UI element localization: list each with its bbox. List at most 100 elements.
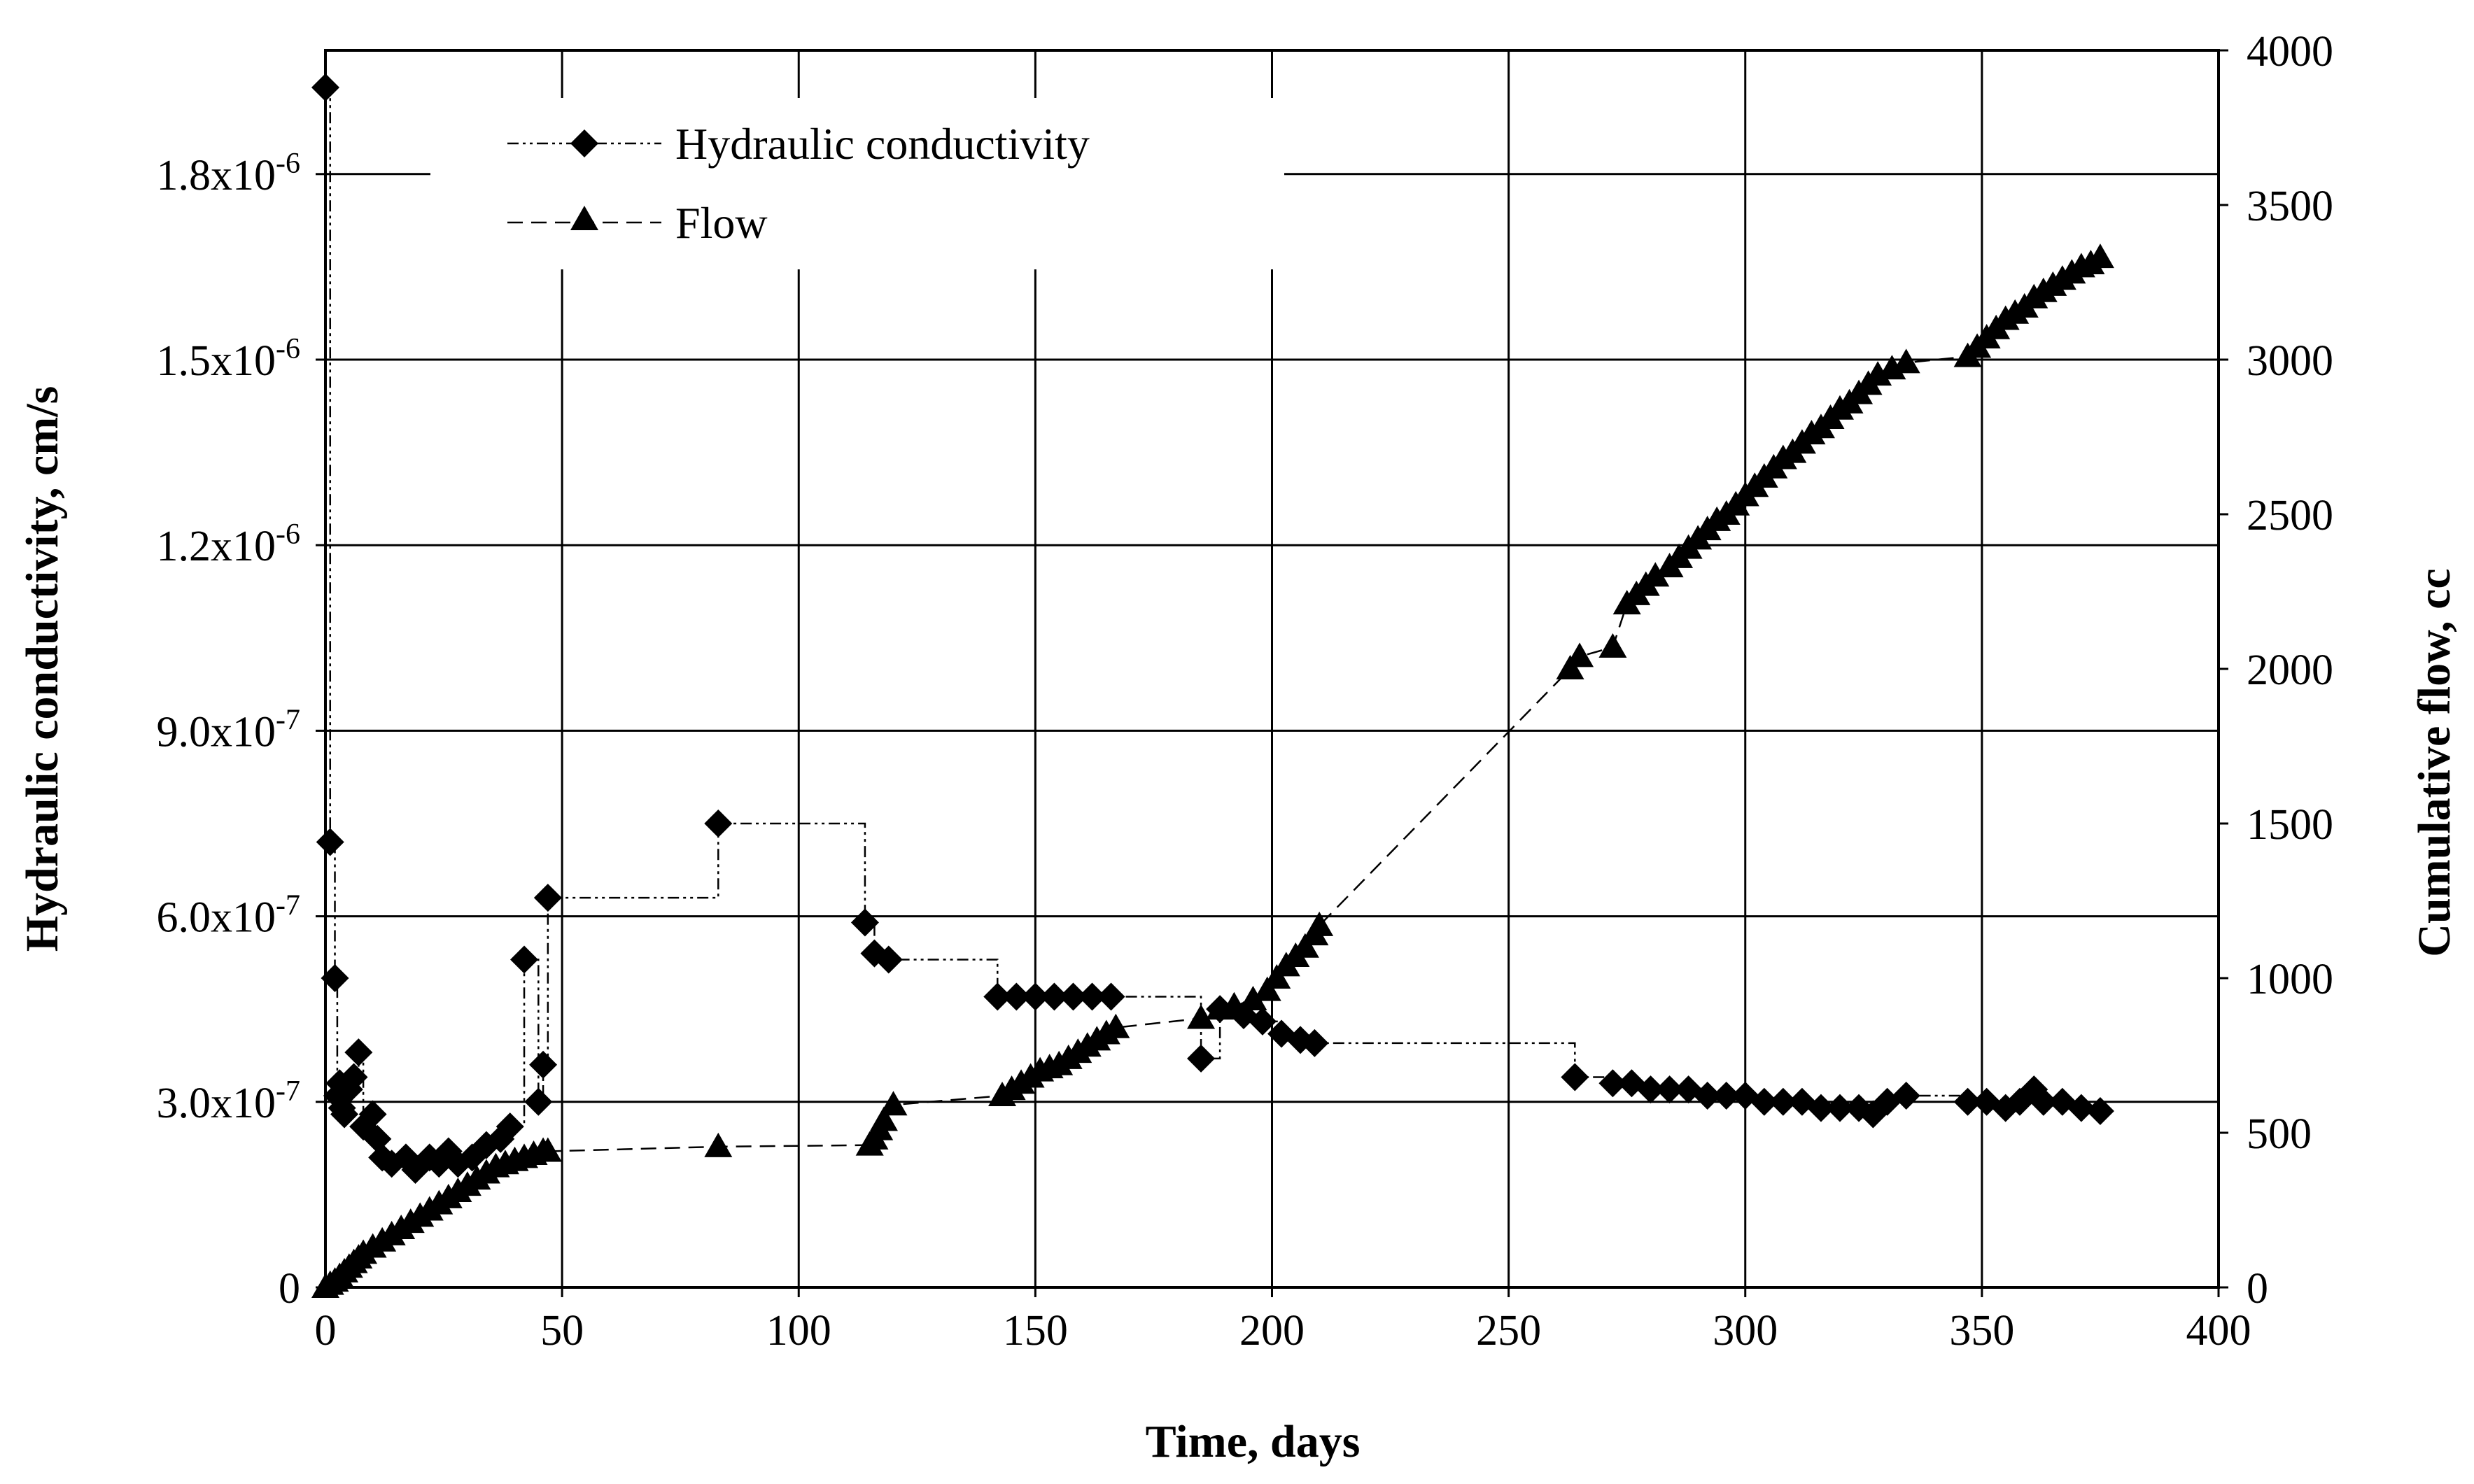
flow-point (879, 1091, 908, 1116)
hydraulic-conductivity-point (1636, 1075, 1665, 1104)
legend-label: Hydraulic conductivity (675, 119, 1090, 169)
hydraulic-conductivity-point (1561, 1063, 1589, 1091)
hydraulic-conductivity-point (1892, 1081, 1920, 1110)
y2-tick-label: 0 (2247, 1265, 2268, 1313)
y-tick-label: 1.8x10-6 (157, 148, 301, 199)
hydraulic-conductivity-point (1655, 1075, 1684, 1104)
y2-tick-label: 3000 (2247, 337, 2333, 385)
hydraulic-conductivity-point (533, 884, 562, 912)
flow-point (1187, 1004, 1216, 1029)
hydraulic-conductivity-point (316, 828, 344, 856)
flow-point (1291, 933, 1319, 958)
legend-item: Flow (507, 198, 768, 248)
y2-tick-label: 3500 (2247, 183, 2333, 230)
x-tick-label: 150 (1003, 1307, 1068, 1355)
flow-point (533, 1137, 562, 1162)
hydraulic-conductivity-point (321, 964, 349, 992)
hydraulic-conductivity-point (2086, 1097, 2114, 1126)
hydraulic-conductivity-point (874, 945, 903, 974)
legend-triangle-icon (570, 206, 598, 230)
tick-layer: 0 50 100 150 200 250 300 350 40003.0x10-76.0x10-… (157, 28, 2334, 1355)
hydraulic-conductivity-point (1059, 982, 1088, 1011)
y-tick-label: 1.2x10-6 (157, 518, 301, 570)
hydraulic-conductivity-point (2029, 1087, 2058, 1116)
x-tick-label: 0 (315, 1307, 337, 1355)
hydraulic-conductivity-point (2067, 1094, 2095, 1122)
y2-tick-label: 2000 (2247, 646, 2333, 694)
flow-point (1878, 355, 1906, 380)
x-tick-label: 200 (1239, 1307, 1305, 1355)
y-axis-title: Hydraulic conductivity, cm/s (17, 386, 68, 952)
hydraulic-conductivity-point (1002, 982, 1031, 1011)
hydraulic-conductivity-point (1806, 1094, 1835, 1122)
hydraulic-conductivity-point (524, 1087, 553, 1116)
hydraulic-conductivity-point (510, 945, 539, 974)
flow-point (1641, 562, 1670, 587)
hydraulic-conductivity-point (1248, 1007, 1277, 1036)
x-tick-label: 300 (1713, 1307, 1778, 1355)
series-hydraulic-conductivity (311, 73, 2114, 1185)
flow-point (1263, 964, 1291, 989)
x-tick-label: 250 (1476, 1307, 1541, 1355)
hydraulic-conductivity-point (1953, 1087, 1982, 1116)
hydraulic-conductivity-point (344, 1038, 373, 1067)
hydraulic-conductivity-point (1300, 1029, 1329, 1057)
y2-tick-label: 4000 (2247, 28, 2333, 76)
y2-tick-label: 1000 (2247, 956, 2333, 1003)
hydraulic-conductivity-point (1598, 1069, 1627, 1098)
y-tick-label: 9.0x10-7 (157, 704, 301, 756)
flow-point (1239, 985, 1267, 1010)
hydraulic-conductivity-point (495, 1112, 524, 1141)
hydraulic-conductivity-point (1750, 1087, 1778, 1116)
hydraulic-conductivity-point (1187, 1044, 1216, 1073)
legend-diamond-icon (570, 129, 598, 157)
flow-point (1566, 642, 1594, 667)
x-axis-title: Time, days (1146, 1416, 1361, 1467)
hydraulic-conductivity-point (1040, 982, 1069, 1011)
flow-point (1253, 976, 1281, 1001)
hydraulic-conductivity-point (339, 1063, 368, 1091)
x-tick-label: 350 (1949, 1307, 2014, 1355)
legend-label: Flow (675, 198, 768, 248)
y-tick-label: 1.5x10-6 (157, 333, 301, 385)
flow-point (1598, 633, 1627, 658)
flow-point (1220, 991, 1249, 1017)
hydraulic-conductivity-point (529, 1050, 558, 1079)
flow-point (1305, 911, 1334, 936)
hydraulic-conductivity-point (983, 982, 1012, 1011)
hydraulic-conductivity-point (1078, 982, 1106, 1011)
legend-item: Hydraulic conductivity (507, 119, 1090, 169)
y2-axis-title: Cumulative flow, cc (2409, 568, 2460, 956)
series-flow (311, 243, 2114, 1298)
legend: Hydraulic conductivity Flow (430, 98, 1284, 269)
flow-point (1864, 361, 1892, 386)
series-layer (311, 73, 2114, 1298)
hydraulic-conductivity-point (1693, 1081, 1722, 1110)
flow-point (1556, 655, 1584, 679)
flow-point (704, 1132, 733, 1157)
hydraulic-conductivity-point (850, 908, 879, 937)
hydraulic-conductivity-point (330, 1100, 359, 1129)
flow-point (1892, 348, 1920, 374)
flow-point (2086, 243, 2114, 269)
flow-point (869, 1106, 898, 1131)
hydraulic-conductivity-point (1097, 982, 1125, 1011)
hydraulic-conductivity-point (704, 810, 733, 838)
hydraulic-conductivity-point (1021, 982, 1050, 1011)
x-tick-label: 400 (2186, 1307, 2251, 1355)
y2-tick-label: 500 (2247, 1110, 2312, 1158)
y2-tick-label: 1500 (2247, 801, 2333, 849)
hydraulic-conductivity-point (1712, 1081, 1741, 1110)
hydraulic-conductivity-point (1769, 1087, 1797, 1116)
y-tick-label: 6.0x10-7 (157, 890, 301, 942)
y2-tick-label: 2500 (2247, 492, 2333, 539)
flow-point (1102, 1013, 1130, 1038)
legend-box (430, 98, 1284, 269)
x-tick-label: 50 (540, 1307, 584, 1355)
hydraulic-conductivity-point (1826, 1094, 1854, 1122)
y-tick-label: 0 (279, 1265, 300, 1313)
y-tick-label: 3.0x10-7 (157, 1075, 301, 1127)
hydraulic-conductivity-point (358, 1100, 387, 1129)
